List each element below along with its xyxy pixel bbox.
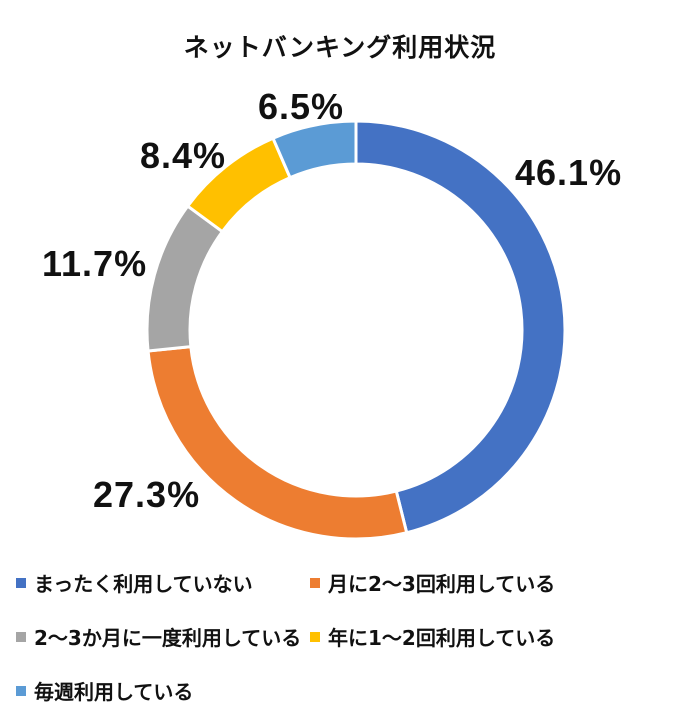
legend-label: 2〜3か月に一度利用している [34,626,302,650]
donut-segment-never [354,119,567,535]
legend-swatch-icon [16,685,26,696]
legend-label: 月に2〜3回利用している [328,572,556,596]
legend-swatch-icon [16,631,26,642]
data-label-weekly-none: 46.1% [515,152,623,193]
legend-label: まったく利用していない [34,572,253,596]
data-label-yearly-1-2: 8.4% [140,135,227,176]
data-label-every-2-3-months: 11.7% [42,243,148,284]
donut-segment-bimonthly [145,203,225,353]
donut-segment-weekly [271,119,358,180]
legend-swatch-icon [310,631,320,642]
chart-title: ネットバンキング利用状況 [183,33,497,62]
data-label-monthly-2-3: 27.3% [93,474,201,515]
legend-item-yearly: 年に1〜2回利用している [310,622,555,651]
legend-swatch-icon [16,577,26,588]
legend-item-monthly: 月に2〜3回利用している [310,568,555,597]
legend-swatch-icon [310,577,320,588]
legend-label: 毎週利用している [34,680,194,704]
legend-item-weekly: 毎週利用している [16,676,193,705]
legend-item-never: まったく利用していない [16,568,253,597]
data-label-weekly: 6.5% [258,86,345,127]
legend-label: 年に1〜2回利用している [328,626,556,650]
legend-item-bimonthly: 2〜3か月に一度利用している [16,622,301,651]
